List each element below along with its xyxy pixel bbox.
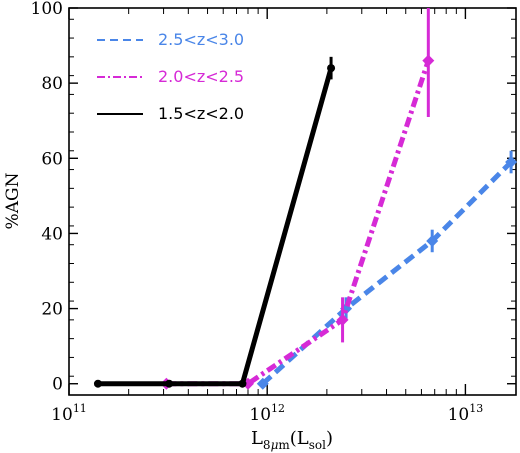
x-label-main: L [251, 428, 263, 449]
x-axis-label: L8μm(Lsol) [251, 428, 333, 452]
legend-label: 2.5<z<3.0 [158, 30, 244, 49]
y-tick-label: 20 [41, 300, 63, 320]
x-tick-exponent: 12 [271, 402, 285, 415]
data-point [256, 377, 269, 390]
legend-label: 1.5<z<2.0 [158, 104, 244, 123]
x-label-paren-open: (L [290, 428, 309, 449]
data-point [93, 379, 102, 388]
x-label-mu: μ [271, 438, 279, 452]
series-2 [93, 56, 336, 388]
series-line [261, 160, 513, 386]
y-tick-label: 0 [52, 375, 63, 395]
x-tick-exponent: 13 [469, 402, 483, 415]
plot-frame [68, 7, 517, 396]
x-tick-label: 1011 [51, 402, 87, 425]
data-point [505, 156, 518, 169]
series-line [97, 67, 334, 387]
x-tick-base: 10 [51, 405, 73, 425]
y-axis-label: %AGN [3, 172, 23, 229]
data-point [238, 379, 247, 388]
series-1 [160, 8, 435, 390]
x-tick-exponent: 11 [73, 402, 87, 415]
y-tick-label: 60 [41, 149, 63, 169]
x-label-sub2: m [278, 438, 290, 452]
y-tick-label: 80 [41, 74, 63, 94]
x-label-paren-close: ) [326, 428, 333, 449]
y-tick-label: 40 [41, 224, 63, 244]
x-label-sub3: sol [309, 438, 326, 452]
legend-label: 2.0<z<2.5 [158, 67, 244, 86]
legend: 2.5<z<3.0 2.0<z<2.5 1.5<z<2.0 [97, 30, 244, 123]
data-point [422, 54, 435, 67]
data-point [426, 234, 439, 247]
data-point [336, 313, 349, 326]
data-point [165, 379, 174, 388]
x-tick-label: 1012 [249, 402, 285, 425]
x-tick-label: 1013 [448, 402, 484, 425]
x-tick-base: 10 [448, 405, 470, 425]
y-tick-label: 100 [31, 0, 63, 19]
x-label-sub1: 8 [263, 438, 271, 452]
x-tick-base: 10 [249, 405, 271, 425]
series-layer [93, 8, 518, 390]
data-point [327, 64, 336, 73]
